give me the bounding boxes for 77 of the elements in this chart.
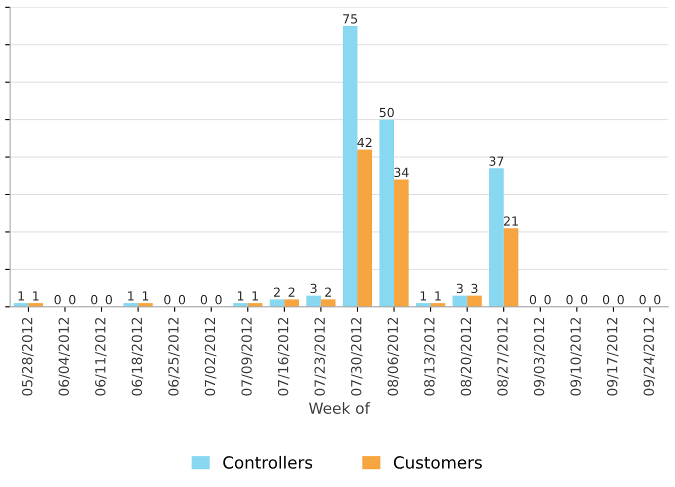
bar — [357, 150, 372, 307]
bar — [452, 296, 468, 307]
bar — [342, 26, 358, 307]
data-label: 50 — [380, 108, 394, 118]
data-label: 0 — [215, 294, 222, 304]
x-tick-label: 09/03/2012 — [534, 318, 546, 396]
bar — [28, 303, 44, 307]
bar — [270, 299, 284, 307]
x-tick-label: 07/30/2012 — [350, 318, 363, 396]
data-label: 1 — [142, 291, 148, 300]
data-label: 0 — [178, 294, 186, 304]
x-tick-label: 06/04/2012 — [58, 318, 70, 396]
data-label: 3 — [310, 284, 317, 294]
data-label: 3 — [456, 284, 463, 294]
data-label: 0 — [566, 294, 573, 304]
data-label: 0 — [530, 294, 536, 304]
bar — [379, 120, 394, 307]
legend-label: Controllers — [223, 456, 312, 469]
x-tick-label: 08/13/2012 — [424, 318, 436, 396]
bar — [489, 168, 504, 307]
data-label: 1 — [420, 291, 426, 300]
data-label: 0 — [618, 294, 624, 304]
data-label: 2 — [325, 287, 331, 297]
x-tick-label: 07/09/2012 — [241, 318, 253, 396]
x-tick-label: 09/17/2012 — [606, 318, 619, 396]
bar — [233, 303, 248, 307]
x-tick-label: 06/25/2012 — [168, 318, 180, 396]
data-label: 0 — [654, 294, 660, 304]
data-label: 1 — [33, 291, 39, 300]
data-label: 0 — [544, 294, 551, 304]
data-label: 0 — [106, 294, 112, 304]
bar — [284, 299, 299, 307]
data-label: 1 — [435, 291, 441, 300]
bar — [504, 228, 518, 307]
bar — [248, 303, 262, 307]
data-label: 1 — [128, 291, 134, 300]
data-label: 0 — [602, 294, 610, 304]
x-tick-label: 07/02/2012 — [204, 318, 216, 396]
x-tick-label: 07/16/2012 — [278, 318, 290, 396]
data-label: 0 — [69, 294, 76, 304]
bar — [430, 303, 446, 307]
x-tick-label: 06/11/2012 — [95, 318, 107, 396]
x-tick-label: 08/06/2012 — [388, 318, 400, 396]
data-label: 0 — [640, 294, 646, 304]
x-tick-label: 09/24/2012 — [643, 318, 656, 396]
data-label: 3 — [471, 284, 478, 294]
bar — [138, 303, 153, 307]
x-tick-label: 07/23/2012 — [314, 318, 326, 396]
legend-label: Customers — [394, 456, 482, 469]
bar — [320, 299, 336, 307]
x-tick-label: 09/10/2012 — [570, 318, 582, 396]
bar — [123, 303, 138, 307]
data-label: 42 — [357, 138, 372, 147]
data-label: 0 — [91, 294, 98, 304]
data-label: 2 — [274, 287, 280, 297]
x-axis-title: Week of — [308, 402, 370, 414]
bar — [306, 296, 321, 307]
bar — [14, 303, 28, 307]
data-label: 75 — [343, 14, 358, 24]
data-label: 0 — [200, 294, 208, 304]
data-label: 34 — [394, 168, 409, 178]
data-label: 1 — [18, 291, 24, 300]
data-label: 0 — [581, 294, 588, 304]
data-label: 37 — [489, 156, 504, 166]
data-label: 1 — [252, 291, 258, 300]
bar — [416, 303, 431, 307]
data-label: 0 — [54, 294, 61, 304]
data-label: 2 — [288, 287, 294, 297]
data-label: 0 — [164, 294, 170, 304]
bar — [394, 180, 409, 307]
data-label: 21 — [504, 216, 518, 226]
x-tick-label: 05/28/2012 — [22, 318, 34, 396]
bar — [467, 296, 482, 307]
data-label: 1 — [238, 291, 244, 300]
x-tick-label: 08/20/2012 — [460, 318, 472, 396]
x-tick-label: 08/27/2012 — [497, 318, 509, 396]
x-tick-label: 06/18/2012 — [132, 318, 144, 396]
